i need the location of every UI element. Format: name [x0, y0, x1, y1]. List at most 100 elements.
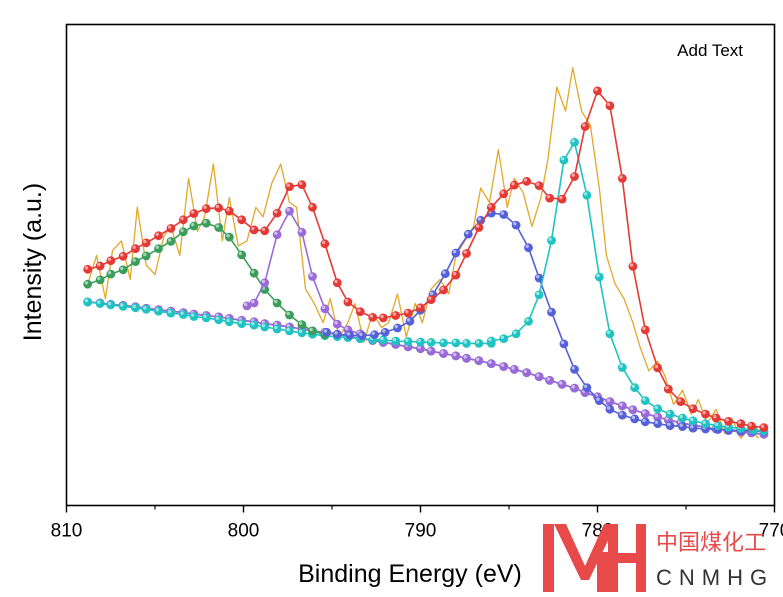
marker-highlight [417, 304, 421, 309]
marker-highlight [226, 208, 230, 212]
data-point [214, 223, 224, 232]
marker [201, 218, 211, 228]
marker [451, 270, 461, 280]
marker [580, 122, 590, 131]
data-point [463, 229, 473, 239]
marker-highlight [513, 222, 517, 226]
marker [440, 269, 450, 279]
marker-highlight [475, 357, 480, 361]
data-point [345, 330, 355, 340]
marker-highlight [536, 182, 540, 186]
marker [178, 215, 188, 225]
data-point [557, 379, 567, 389]
marker [511, 220, 521, 230]
data-point [486, 359, 496, 368]
data-point [242, 301, 252, 311]
marker [426, 338, 436, 347]
data-point [594, 272, 604, 282]
marker-highlight [215, 224, 220, 228]
marker [201, 204, 211, 214]
marker [426, 346, 436, 356]
marker-highlight [238, 251, 243, 256]
marker-highlight [344, 298, 349, 303]
marker [522, 176, 532, 186]
marker [131, 257, 140, 266]
data-point [154, 244, 163, 254]
marker [486, 336, 496, 346]
data-point [653, 363, 663, 373]
marker-highlight [238, 320, 243, 324]
marker-highlight [274, 325, 278, 330]
marker-highlight [321, 240, 326, 245]
data-point [308, 202, 317, 212]
marker-highlight [725, 418, 729, 422]
marker-highlight [203, 205, 207, 209]
x-tick-label-790: 790 [405, 521, 437, 542]
marker [509, 180, 519, 190]
marker-highlight [452, 272, 457, 276]
marker [759, 423, 769, 432]
data-point [511, 220, 521, 230]
marker [509, 365, 519, 374]
marker [724, 416, 733, 426]
data-point [416, 337, 425, 347]
marker-highlight [690, 425, 694, 429]
marker [499, 362, 509, 371]
marker [83, 297, 93, 307]
data-point [224, 232, 234, 242]
marker-highlight [346, 332, 351, 336]
marker-highlight [536, 291, 540, 296]
data-point [628, 262, 638, 271]
marker [534, 290, 544, 300]
data-point [272, 324, 282, 334]
marker [322, 327, 332, 337]
marker [189, 221, 199, 231]
data-point [416, 303, 425, 313]
marker-highlight [357, 308, 361, 312]
data-point [747, 421, 756, 431]
data-point [214, 203, 224, 213]
marker [224, 206, 234, 216]
marker-highlight [452, 352, 457, 357]
marker [308, 272, 317, 281]
data-point [166, 237, 176, 246]
marker [83, 279, 93, 289]
data-point [118, 302, 128, 311]
marker [676, 397, 686, 406]
marker [557, 194, 567, 204]
marker-highlight [132, 258, 136, 262]
data-point [557, 194, 567, 204]
data-point [260, 322, 270, 332]
marker-highlight [606, 102, 611, 107]
cnmhg-logo-mark [543, 524, 646, 592]
data-point [403, 337, 413, 346]
marker [462, 353, 471, 363]
annotation-add-text[interactable]: Add Text [677, 41, 743, 60]
marker-highlight [606, 406, 611, 410]
marker [285, 310, 294, 320]
data-point [688, 423, 698, 433]
data-point [701, 409, 710, 419]
marker [214, 223, 224, 232]
marker-highlight [690, 405, 694, 410]
marker-highlight [244, 302, 248, 307]
data-point [332, 319, 342, 329]
marker-highlight [286, 208, 290, 212]
data-point [570, 365, 579, 374]
data-point [249, 225, 259, 235]
marker [547, 236, 556, 245]
data-point [237, 215, 247, 225]
marker-highlight [392, 312, 397, 316]
marker [297, 328, 307, 338]
marker-highlight [525, 318, 529, 322]
marker-highlight [465, 231, 469, 235]
marker [463, 229, 473, 239]
marker [166, 224, 176, 233]
marker-highlight [97, 300, 101, 304]
data-point [509, 180, 519, 190]
marker-highlight [642, 326, 646, 331]
marker [332, 278, 342, 288]
data-point [582, 190, 592, 200]
marker-highlight [143, 252, 147, 257]
marker-highlight [559, 196, 563, 200]
